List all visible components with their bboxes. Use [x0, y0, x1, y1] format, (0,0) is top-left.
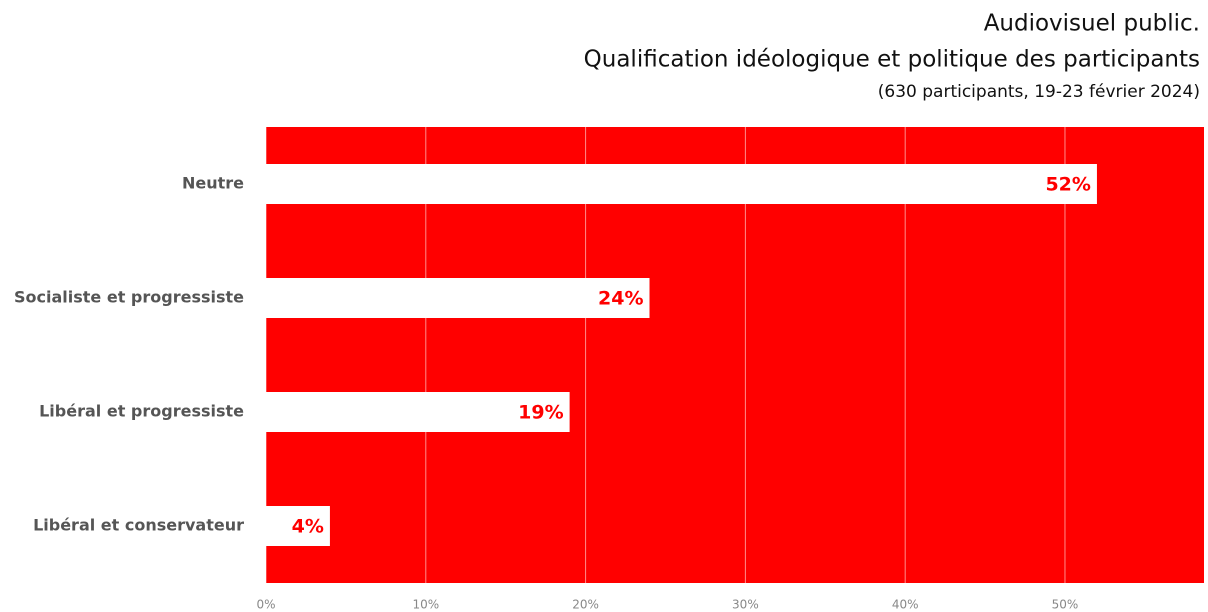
bar — [266, 278, 650, 318]
y-tick-label: Libéral et progressiste — [39, 402, 244, 421]
value-label: 4% — [292, 516, 324, 538]
value-label: 24% — [598, 288, 643, 310]
bar — [266, 506, 330, 546]
y-tick-label: Neutre — [182, 174, 244, 193]
chart-subtitle: (630 participants, 19-23 février 2024) — [878, 82, 1200, 102]
y-tick-label: Libéral et conservateur — [33, 516, 244, 535]
value-label: 52% — [1045, 174, 1090, 196]
x-tick-label: 40% — [892, 598, 919, 612]
x-tick-label: 10% — [412, 598, 439, 612]
chart-title: Audiovisuel public. — [984, 11, 1200, 37]
value-label: 19% — [518, 402, 563, 424]
x-tick-label: 30% — [732, 598, 759, 612]
bar — [266, 164, 1097, 204]
chart-title: Qualification idéologique et politique d… — [584, 47, 1200, 73]
y-tick-label: Socialiste et progressiste — [14, 288, 244, 307]
x-tick-label: 20% — [572, 598, 599, 612]
x-tick-label: 0% — [256, 598, 275, 612]
bar — [266, 392, 570, 432]
x-tick-label: 50% — [1052, 598, 1079, 612]
